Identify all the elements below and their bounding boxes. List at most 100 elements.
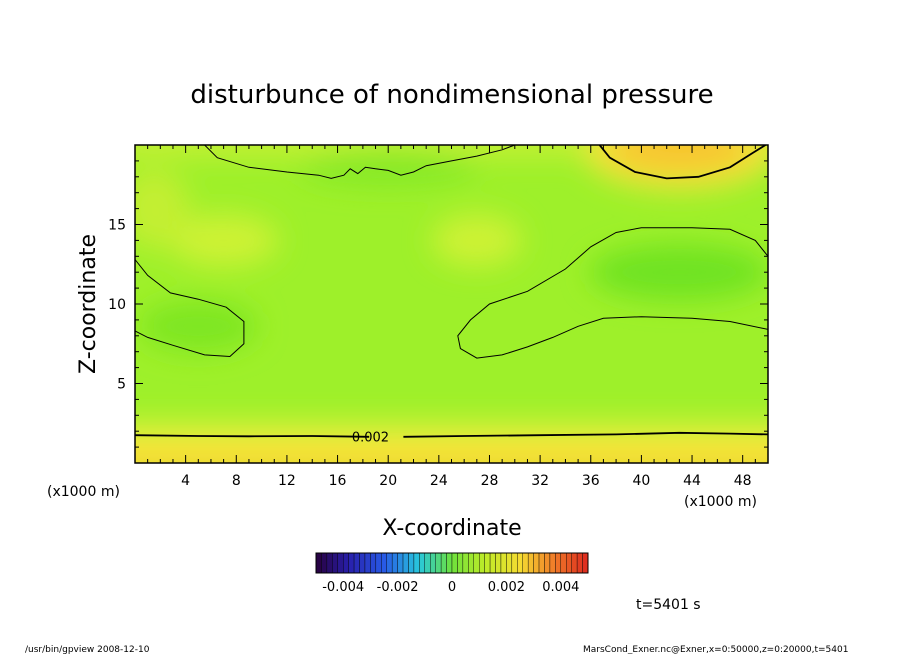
contour-lines: 0.002 bbox=[135, 145, 768, 446]
colorbar-cell bbox=[538, 552, 545, 574]
y-tick-label: 5 bbox=[117, 377, 126, 393]
contour-0002-lower-right bbox=[403, 431, 768, 438]
colorbar-cell bbox=[435, 552, 442, 574]
x-axis: 4 8 12 16 20 24 28 32 36 40 44 48 bbox=[147, 145, 756, 489]
field-min-right bbox=[589, 244, 768, 301]
colorbar-cell bbox=[424, 552, 431, 574]
colorbar-cell bbox=[544, 552, 551, 574]
colorbar-cell bbox=[522, 552, 529, 574]
colorbar-cell bbox=[413, 552, 420, 574]
contour-right-min bbox=[457, 227, 768, 359]
x-tick-label: 24 bbox=[430, 473, 448, 489]
colorbar-tick-label: 0 bbox=[448, 580, 456, 595]
colorbar-cell bbox=[386, 552, 393, 574]
colorbar-cell bbox=[527, 552, 534, 574]
colorbar-cell bbox=[500, 552, 507, 574]
time-label: t=5401 s bbox=[636, 597, 701, 613]
colorbar-tick-label: 0.004 bbox=[542, 580, 579, 595]
colorbar-cell bbox=[321, 552, 328, 574]
field-background bbox=[135, 145, 768, 463]
colorbar-cell bbox=[375, 552, 382, 574]
field-band-bottom bbox=[135, 453, 768, 463]
colorbar: -0.004 -0.002 0 0.002 0.004 bbox=[315, 552, 589, 595]
colorbar-cell bbox=[517, 552, 523, 574]
colorbar-cell bbox=[332, 552, 338, 574]
colorbar-cell bbox=[566, 552, 572, 574]
colorbar-cell bbox=[560, 552, 567, 574]
x-tick-label: 4 bbox=[181, 473, 190, 489]
contour-label: 0.002 bbox=[352, 431, 389, 446]
x-tick-label: 16 bbox=[329, 473, 347, 489]
x-tick-label: 28 bbox=[481, 473, 499, 489]
colorbar-cell bbox=[343, 552, 349, 574]
field-patch-2 bbox=[431, 214, 522, 267]
chart-title: disturbunce of nondimensional pressure bbox=[190, 80, 713, 110]
colorbar-cell bbox=[440, 552, 447, 574]
colorbar-cell bbox=[479, 552, 485, 574]
contour-top bbox=[204, 145, 515, 179]
colorbar-cell bbox=[408, 552, 415, 574]
y-tick-label: 15 bbox=[108, 218, 126, 234]
field-min-top bbox=[298, 149, 479, 186]
colorbar-cell bbox=[402, 552, 409, 574]
field-patch-1 bbox=[168, 214, 279, 267]
x-tick-label: 20 bbox=[379, 473, 397, 489]
colorbar-cell bbox=[419, 552, 425, 574]
x-tick-label: 12 bbox=[278, 473, 296, 489]
colorbar-cell bbox=[397, 552, 404, 574]
colorbar-cell bbox=[315, 552, 322, 574]
x-unit-label: (x1000 m) bbox=[684, 494, 757, 510]
field-band-top bbox=[135, 145, 768, 155]
colorbar-frame bbox=[315, 552, 589, 574]
field-patch-3 bbox=[135, 168, 189, 249]
y-tick-label: 10 bbox=[108, 297, 126, 313]
x-tick-label: 44 bbox=[683, 473, 701, 489]
y-axis-label: Z-coordinate bbox=[76, 234, 101, 374]
colorbar-cell bbox=[468, 552, 474, 574]
x-tick-label: 48 bbox=[734, 473, 752, 489]
x-tick-label: 8 bbox=[232, 473, 241, 489]
colorbar-cell bbox=[353, 552, 360, 574]
colorbar-cell bbox=[337, 552, 344, 574]
colorbar-cell bbox=[489, 552, 496, 574]
colorbar-cell bbox=[576, 552, 583, 574]
x-tick-label: 32 bbox=[531, 473, 549, 489]
colorbar-cell bbox=[511, 552, 518, 574]
colorbar-cell bbox=[571, 552, 578, 574]
colorbar-cell bbox=[451, 552, 458, 574]
field-blobs bbox=[135, 145, 768, 463]
colorbar-cell bbox=[430, 552, 436, 574]
colorbar-cell bbox=[533, 552, 540, 574]
colorbar-cell bbox=[359, 552, 366, 574]
colorbar-cell bbox=[495, 552, 502, 574]
contour-upper-right bbox=[598, 145, 766, 180]
footer-right: MarsCond_Exner.nc@Exner,x=0:50000,z=0:20… bbox=[583, 645, 848, 654]
colorbar-cell bbox=[457, 552, 464, 574]
y-axis: 5 10 15 bbox=[108, 160, 768, 448]
colorbar-cell bbox=[473, 552, 480, 574]
colorbar-cell bbox=[446, 552, 453, 574]
colorbar-cell bbox=[484, 552, 491, 574]
colorbar-cell bbox=[370, 552, 377, 574]
colorbar-cell bbox=[462, 552, 469, 574]
footer-left: /usr/bin/gpview 2008-12-10 bbox=[25, 645, 150, 654]
x-axis-label: X-coordinate bbox=[382, 516, 521, 541]
x-tick-label: 40 bbox=[632, 473, 650, 489]
colorbar-tick-label: -0.002 bbox=[377, 580, 419, 595]
colorbar-cell bbox=[391, 552, 398, 574]
x-tick-label: 36 bbox=[582, 473, 600, 489]
colorbar-cell bbox=[326, 552, 333, 574]
colorbar-tick-label: -0.004 bbox=[322, 580, 364, 595]
colorbar-tick-label: 0.002 bbox=[488, 580, 525, 595]
contour-left-min bbox=[135, 259, 245, 358]
z-unit-label: (x1000 m) bbox=[47, 484, 120, 500]
colorbar-cell bbox=[348, 552, 355, 574]
colorbar-cell bbox=[364, 552, 371, 574]
colorbar-cell bbox=[549, 552, 556, 574]
heatmap-field bbox=[135, 145, 768, 463]
colorbar-cell bbox=[582, 552, 589, 574]
colorbar-cell bbox=[381, 552, 387, 574]
field-max-upper-right bbox=[609, 145, 750, 171]
field-min-left bbox=[138, 300, 259, 353]
